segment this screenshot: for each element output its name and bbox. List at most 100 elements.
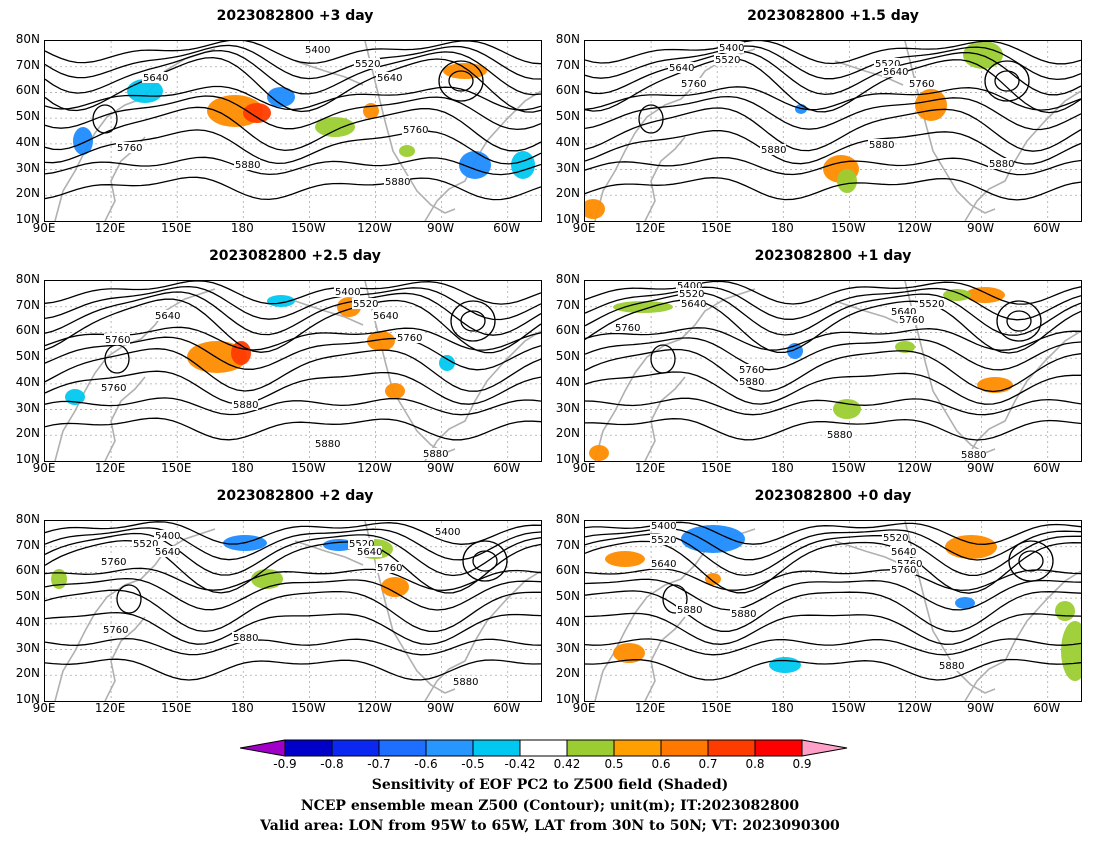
sensitivity-shading [915, 89, 947, 121]
map-panel: 5400 5520 5520 5640 5640 5760 5760 5760 5880 5880… [584, 280, 1082, 462]
lat-tick-label: 40N [555, 614, 580, 629]
contour-label: 5520 [919, 299, 944, 310]
contour-label: 5520 [883, 533, 908, 544]
lon-tick-label: 90E [32, 701, 56, 715]
contour-label: 5640 [377, 73, 402, 84]
colorbar-tick-label: -0.5 [461, 757, 485, 771]
contour-label: 5400 [677, 281, 702, 292]
contour-label: 5520 [679, 289, 704, 300]
lon-tick-label: 180 [230, 461, 254, 475]
contour-label-bg [676, 281, 702, 291]
lon-tick-label: 180 [770, 221, 794, 235]
contour-label-bg [384, 176, 410, 187]
contour-label: 5880 [385, 177, 410, 188]
contour-label-bg [352, 298, 378, 309]
z500-contour [45, 417, 541, 441]
z500-contour [45, 49, 541, 96]
lon-tick-label: 60W [1033, 461, 1061, 475]
lon-tick-label: 90W [967, 221, 995, 235]
contour-label-bg [132, 538, 158, 549]
sensitivity-shading [605, 551, 645, 567]
lat-tick-label: 80N [555, 272, 580, 286]
z500-contour [585, 86, 1081, 111]
lon-tick-label: 120E [94, 461, 126, 475]
lat-tick-label: 40N [15, 134, 40, 149]
lon-tick-label: 150W [291, 461, 326, 475]
z500-contour [45, 397, 541, 416]
lon-tick-label: 90E [572, 701, 596, 715]
z500-contour [45, 577, 541, 611]
contour-label-bg [738, 364, 764, 375]
lat-tick-label: 30N [555, 640, 580, 655]
contour-label-bg [718, 42, 744, 53]
lon-tick-label: 120W [897, 461, 932, 475]
z500-contour [585, 348, 1081, 393]
colorbar-segment [613, 739, 662, 757]
contour-label: 5880 [939, 661, 964, 672]
closed-contour [450, 300, 496, 342]
contour-label: 5880 [233, 633, 258, 644]
contour-label: 5520 [355, 59, 380, 70]
lat-tick-label: 60N [15, 323, 40, 338]
sensitivity-shading [943, 289, 971, 301]
colorbar-high-triangle [801, 739, 848, 757]
coastline [644, 616, 686, 701]
colorbar-tick-label: -0.9 [273, 757, 297, 771]
contour-label: 5520 [651, 535, 676, 546]
contour-label-bg [234, 159, 260, 170]
contour-label: 5880 [677, 605, 702, 616]
coastline [104, 616, 146, 701]
contour-label: 5760 [117, 143, 142, 154]
contour-label: 5760 [101, 557, 126, 568]
lon-tick-label: 60W [1033, 221, 1061, 235]
contour-label: 5640 [155, 311, 180, 322]
z500-contour [585, 130, 1081, 165]
lon-tick-label: 150E [700, 221, 732, 235]
contour-label: 5760 [909, 79, 934, 90]
contour-label-bg [334, 286, 360, 297]
lat-tick-label: 30N [555, 160, 580, 175]
contour-label-bg [356, 546, 382, 557]
coastline [834, 540, 904, 566]
contour-label-bg [402, 124, 428, 135]
coastline [904, 521, 996, 694]
lat-tick-label: 40N [555, 134, 580, 149]
z500-contour [585, 57, 1081, 114]
z500-contour [45, 106, 541, 152]
lat-tick-label: 80N [15, 272, 40, 286]
contour-label-bg [434, 526, 460, 537]
colorbar-segment [331, 739, 380, 757]
colorbar-segment [425, 739, 474, 757]
z500-contour [585, 327, 1081, 351]
contour-label: 5760 [615, 323, 640, 334]
contour-label: 5880 [423, 449, 448, 460]
contour-label: 5400 [155, 531, 180, 542]
closed-contour [1006, 310, 1032, 332]
lon-tick-label: 120E [94, 701, 126, 715]
contour-label-bg [882, 66, 908, 77]
contour-label-bg [714, 54, 740, 65]
contour-label: 5760 [101, 383, 126, 394]
z500-contour [45, 285, 541, 321]
z500-contour [45, 539, 541, 594]
lat-tick-label: 80N [15, 32, 40, 46]
sensitivity-shading [511, 151, 535, 179]
lon-tick-label: 150E [700, 701, 732, 715]
contour-label: 5640 [357, 547, 382, 558]
coastline [964, 570, 1081, 701]
contour-label: 5640 [681, 299, 706, 310]
lat-tick-label: 10N [555, 212, 580, 226]
lat-tick-label: 20N [15, 426, 40, 441]
sensitivity-shading [1055, 601, 1075, 621]
sensitivity-shading [589, 445, 609, 461]
lon-tick-label: 60W [493, 701, 521, 715]
panel-title: 2023082800 +2.5 day [209, 248, 381, 264]
caption-line-1: Sensitivity of EOF PC2 to Z500 field (Sh… [371, 777, 729, 793]
colorbar-tick-label: 0.9 [792, 757, 812, 771]
z500-contour [45, 658, 541, 681]
lat-tick-label: 50N [555, 589, 580, 604]
